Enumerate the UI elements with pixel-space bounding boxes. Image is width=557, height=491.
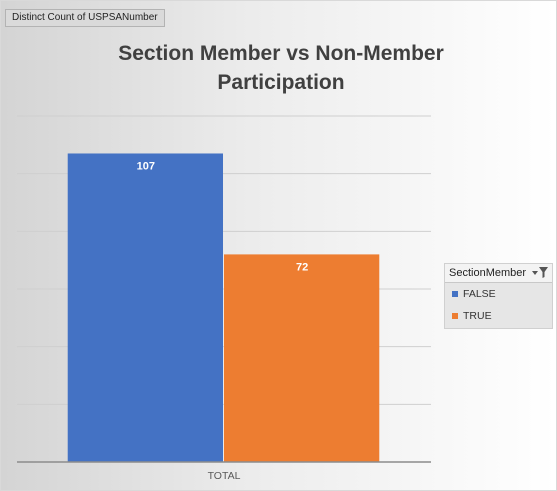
value-field-button[interactable]: Distinct Count of USPSANumber (5, 9, 165, 27)
legend-label-false: FALSE (463, 288, 496, 300)
legend-swatch-false (452, 291, 458, 297)
legend-header[interactable]: SectionMember (445, 264, 552, 283)
legend-item-true[interactable]: TRUE (445, 305, 552, 327)
bar-false[interactable] (67, 153, 223, 462)
bar-true[interactable] (224, 254, 380, 462)
chart-title: Section Member vs Non-Member Participati… (118, 42, 444, 94)
legend: SectionMember FALSE TRUE (444, 263, 553, 329)
legend-item-false[interactable]: FALSE (445, 283, 552, 305)
data-label-true: 72 (296, 261, 308, 273)
x-tick-label: TOTAL (208, 470, 241, 482)
data-label-false: 107 (137, 160, 155, 172)
legend-swatch-true (452, 313, 458, 319)
legend-title: SectionMember (449, 267, 527, 279)
filter-icon[interactable] (531, 266, 549, 279)
legend-label-true: TRUE (463, 310, 492, 322)
